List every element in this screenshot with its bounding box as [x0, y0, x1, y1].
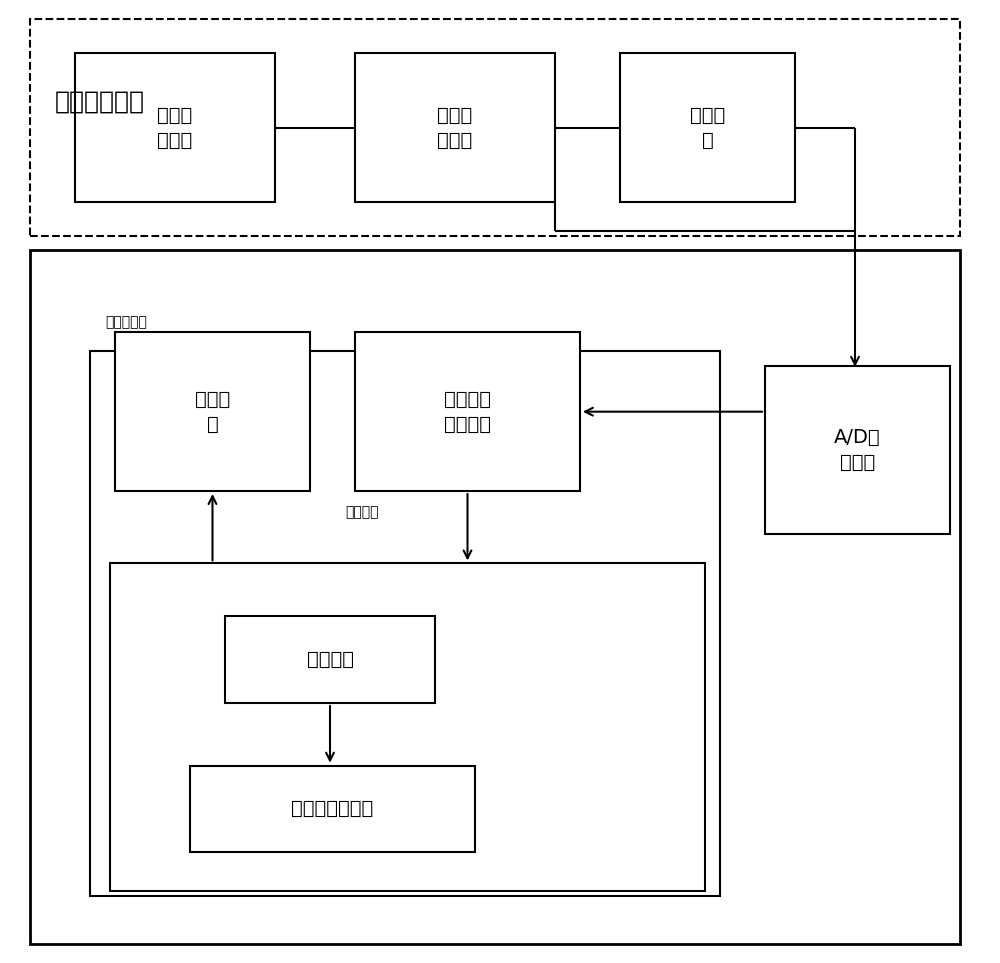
- Text: 姿态动力学模型: 姿态动力学模型: [291, 799, 374, 819]
- Bar: [355, 53, 555, 202]
- Bar: [75, 53, 275, 202]
- Text: 磁场模
型: 磁场模 型: [195, 390, 230, 433]
- Text: 磁力矩器
通用模型: 磁力矩器 通用模型: [444, 390, 491, 433]
- Text: 磁力矩
器: 磁力矩 器: [690, 106, 725, 149]
- Text: 磁控力矩: 磁控力矩: [306, 650, 354, 669]
- Text: 姿轨控
线路盒: 姿轨控 线路盒: [437, 106, 473, 149]
- Text: 动力学计算机: 动力学计算机: [55, 90, 145, 113]
- Text: A/D采
集板卡: A/D采 集板卡: [834, 429, 881, 472]
- Text: 零槽控制器: 零槽控制器: [105, 316, 147, 329]
- Bar: [115, 332, 310, 491]
- Text: 姿轨控
计算机: 姿轨控 计算机: [157, 106, 193, 149]
- Bar: [30, 19, 960, 236]
- Bar: [620, 53, 795, 202]
- Bar: [30, 250, 960, 944]
- Bar: [225, 616, 435, 703]
- Bar: [90, 351, 720, 896]
- Bar: [190, 766, 475, 852]
- Bar: [110, 563, 705, 891]
- Text: 安装矩阵: 安装矩阵: [345, 506, 378, 519]
- Bar: [765, 366, 950, 534]
- Bar: [355, 332, 580, 491]
